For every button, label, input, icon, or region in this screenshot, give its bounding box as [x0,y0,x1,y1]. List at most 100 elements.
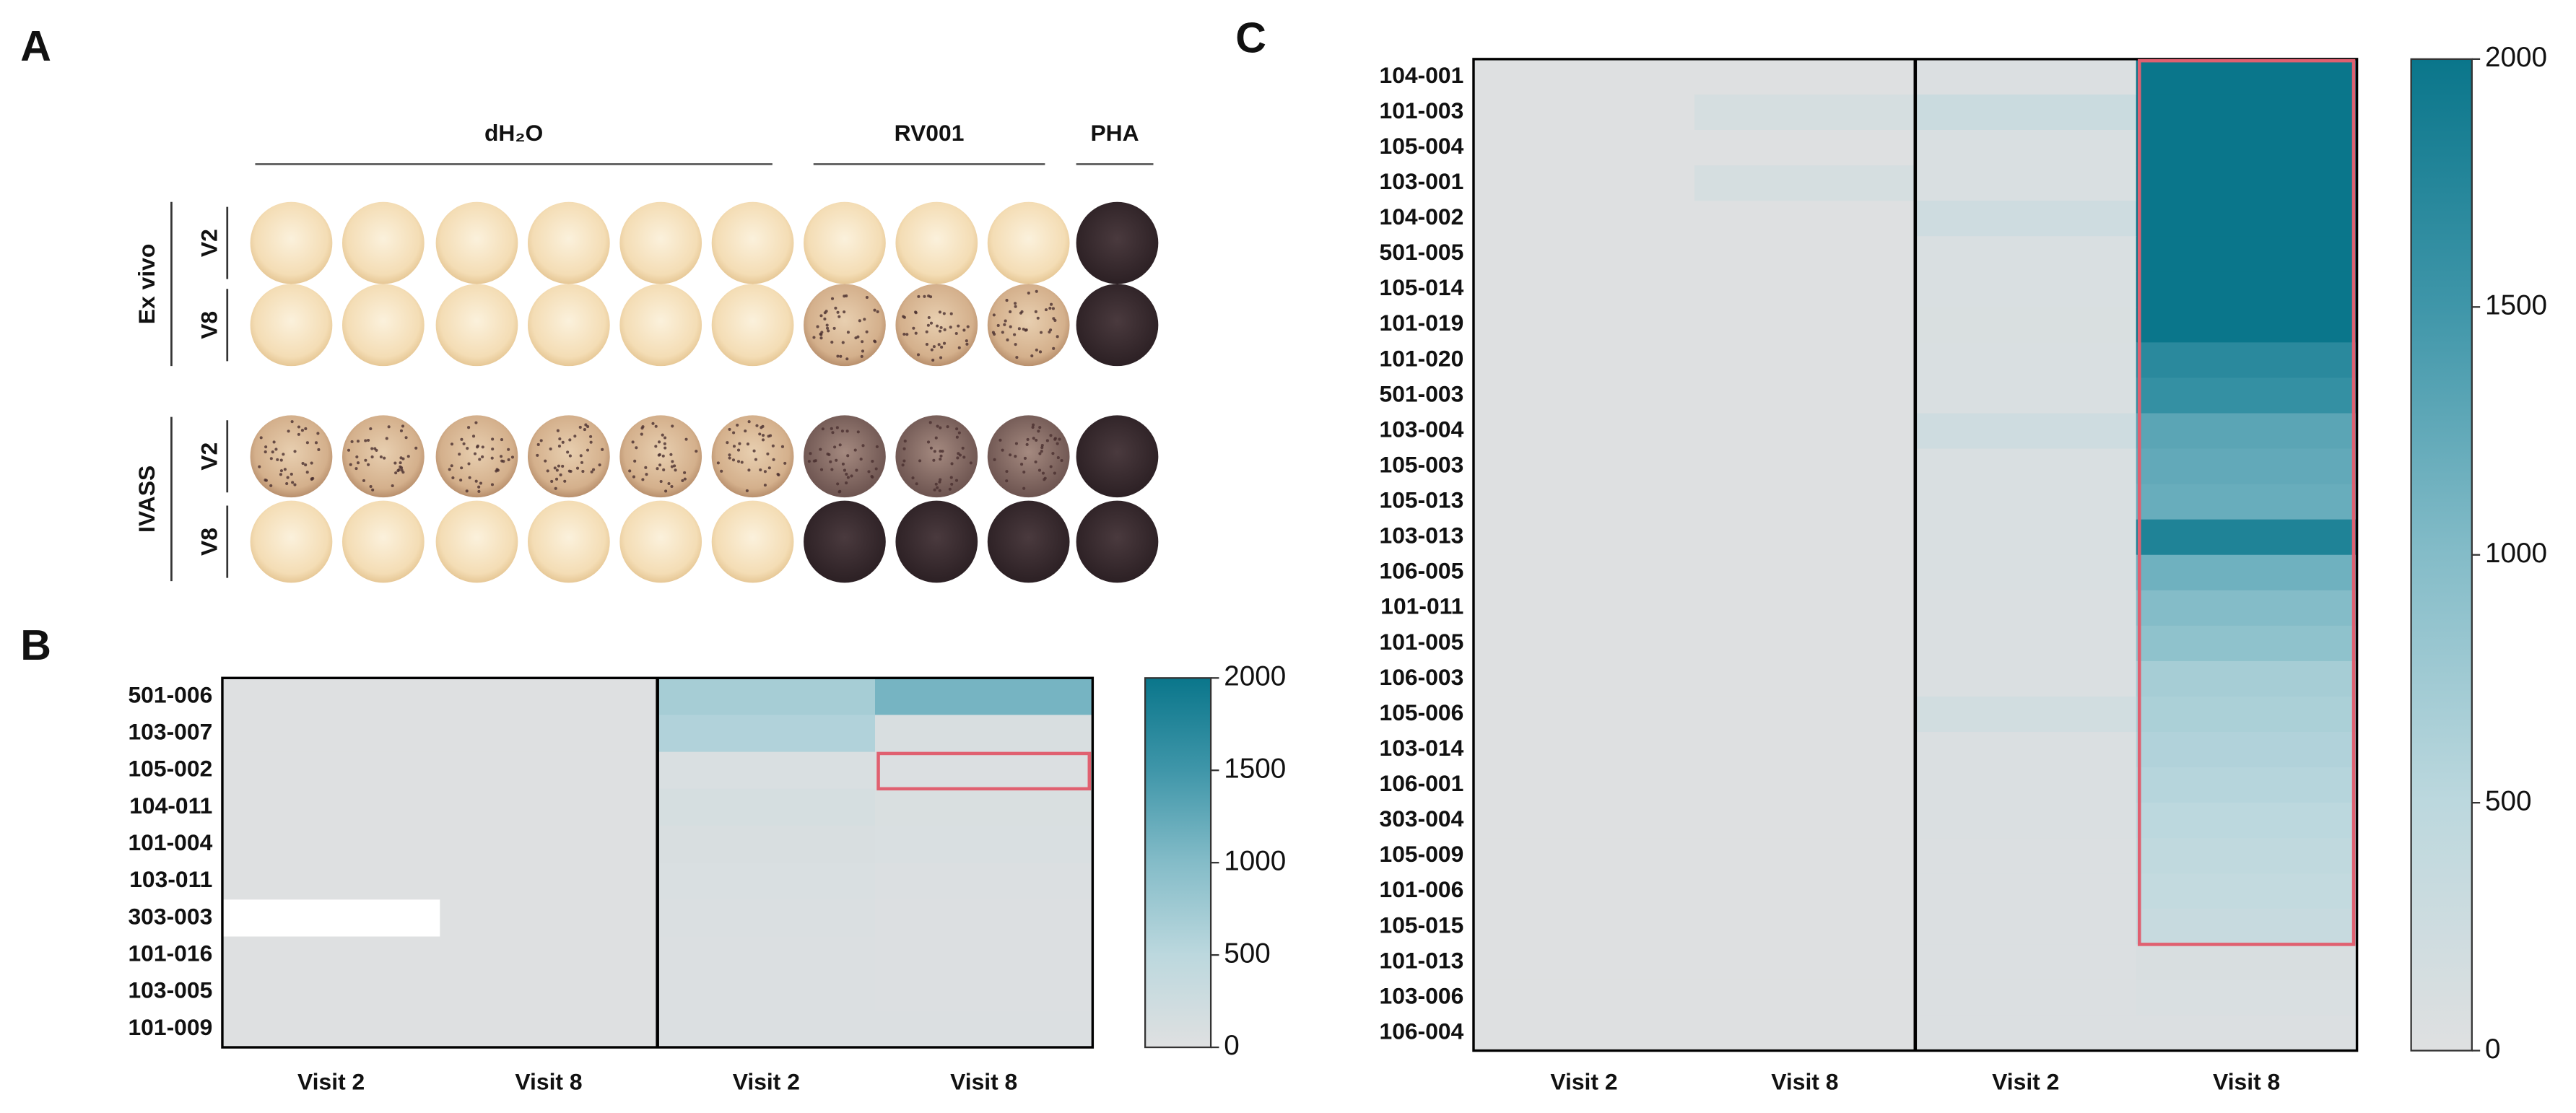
spot [1022,327,1025,331]
cell [1694,873,1916,910]
spot [845,357,849,361]
spot [837,490,841,494]
cell [1694,342,1916,379]
cell [1694,767,1916,803]
spot [752,449,756,453]
spot [948,487,952,491]
spot [500,455,503,458]
spot [554,486,557,490]
cell [1915,58,2137,95]
cell [1694,271,1916,307]
row-label: 103-014 [1380,735,1464,761]
spot [683,471,687,474]
spot [736,460,741,463]
spot [1050,302,1053,306]
spot [654,445,658,448]
spot [1022,486,1026,490]
spot [297,425,301,429]
spot [467,462,471,466]
spot [477,489,481,493]
spot [833,445,837,449]
spot [317,448,321,451]
cell [1694,696,1916,733]
column-label: Visit 8 [2213,1068,2280,1094]
cell [440,825,658,863]
well [250,284,333,367]
spot [681,479,684,482]
spot [939,356,943,359]
spot [355,455,359,459]
spot [1032,423,1035,427]
spot [1020,463,1024,466]
row-label: 101-004 [128,829,212,855]
cell [2136,979,2358,1016]
spot [555,468,559,472]
spot [1009,325,1012,328]
cell [1915,519,2137,556]
spot [558,437,562,441]
spot [998,438,1002,442]
spot [928,295,933,299]
spot [846,331,850,334]
spot [1035,438,1038,442]
cell [2136,1015,2358,1052]
row-label: 106-003 [1380,664,1464,690]
cell [875,788,1094,826]
spot [283,468,287,471]
cell [1915,803,2137,839]
spot [467,426,471,429]
spot [631,440,635,444]
colorbar-tick-label: 500 [2485,785,2531,816]
well [987,201,1070,284]
spot [936,424,939,428]
cell [1474,767,1695,803]
spot [590,470,593,473]
highlight-box [2137,58,2356,946]
cell [222,863,440,901]
spot [1014,302,1017,305]
cell [2136,944,2358,981]
spot [285,481,289,486]
cell [657,751,876,790]
spot [566,450,570,454]
cell [1915,944,2137,981]
spot [732,431,736,435]
cell [875,863,1094,901]
cell [2136,201,2358,237]
spot [658,463,662,467]
spot [401,424,405,428]
spot [855,468,858,472]
spot [829,460,832,463]
group-label: RV001 [895,120,965,146]
spot [1056,442,1059,445]
spot [406,455,410,458]
cell [657,788,876,826]
spot [1032,437,1035,440]
spot [1035,289,1038,293]
spot [272,440,276,444]
cell [1915,129,2137,166]
spot [575,466,580,470]
spot [684,437,688,441]
spot [1020,310,1024,313]
spot [902,459,906,463]
panel-label: A [20,22,51,70]
spot [1023,456,1027,460]
spot [759,468,762,472]
spot [809,452,812,455]
spot [468,476,471,479]
spot [1009,310,1012,314]
spot [836,310,840,314]
well [435,284,518,367]
spot [399,466,404,470]
spot [305,441,309,445]
row-label: 103-004 [1380,416,1464,442]
spot [592,468,596,471]
cell [1694,307,1916,344]
cell [1694,58,1916,95]
group-label: dH₂O [484,120,543,146]
spot [1014,455,1017,458]
well [341,284,425,367]
spot [491,448,495,451]
spot [771,444,775,448]
